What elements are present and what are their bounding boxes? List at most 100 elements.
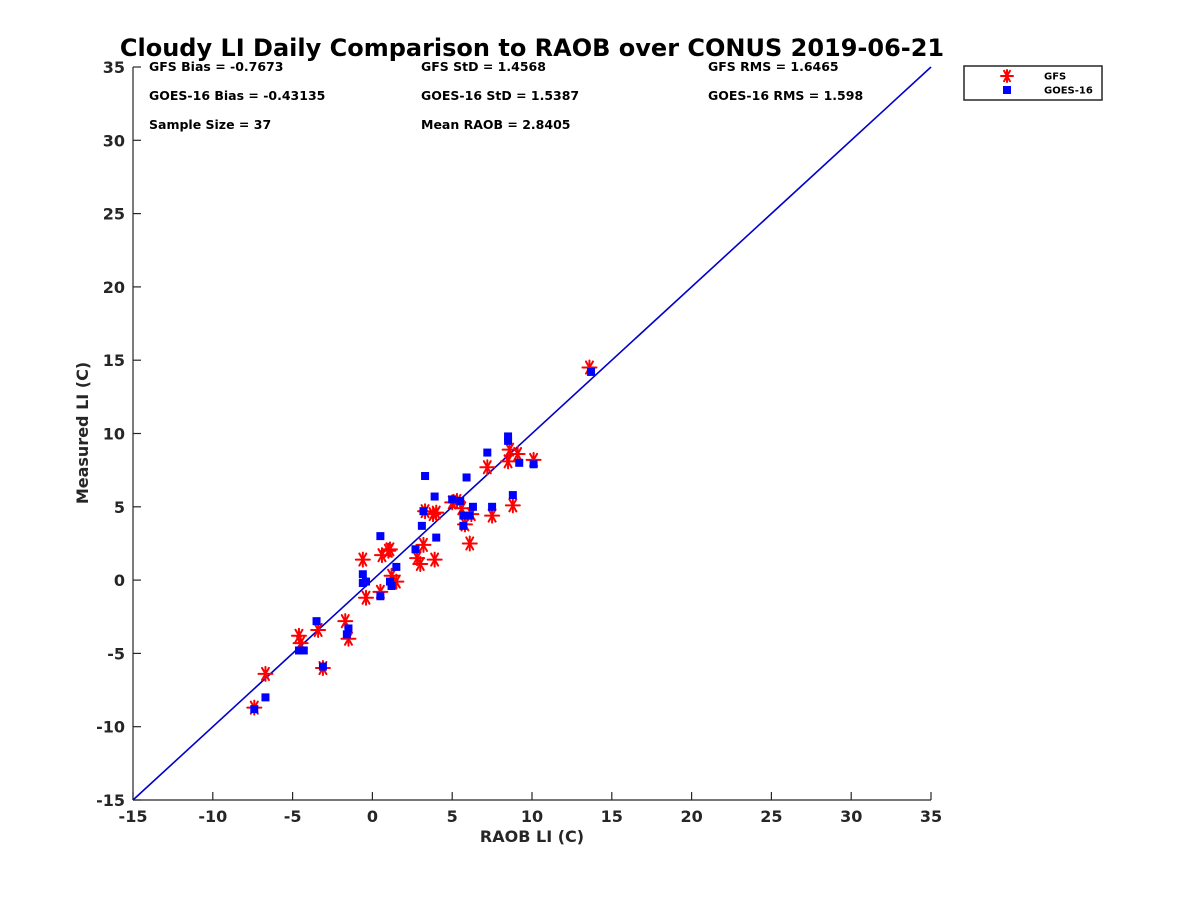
goes-16-point xyxy=(456,496,465,505)
goes-16-point xyxy=(459,511,468,520)
stat-annotation: GFS StD = 1.4568 xyxy=(421,59,546,74)
gfs-point xyxy=(428,504,445,521)
goes-16-point xyxy=(508,491,517,500)
goes-16-point xyxy=(376,592,385,601)
y-tick-label: 20 xyxy=(103,278,125,297)
gfs-point xyxy=(501,441,518,458)
goes-16-point xyxy=(344,624,353,633)
goes-16-point xyxy=(504,432,513,441)
goes-16-point xyxy=(261,693,270,702)
x-tick-label: -10 xyxy=(198,807,227,826)
legend-goes-16-label: GOES-16 xyxy=(1044,86,1093,97)
gfs-point xyxy=(461,535,478,552)
legend-gfs-marker xyxy=(1000,69,1014,83)
x-tick-label: -5 xyxy=(284,807,302,826)
goes-16-point xyxy=(411,545,420,554)
gfs-point xyxy=(509,446,526,463)
y-tick-label: 5 xyxy=(114,498,125,517)
gfs-point xyxy=(426,551,443,568)
gfs-point xyxy=(484,507,501,524)
goes-16-point xyxy=(419,507,428,516)
gfs-point xyxy=(354,551,371,568)
y-tick-label: -10 xyxy=(96,718,125,737)
legend-box xyxy=(963,65,1103,101)
goes-16-point xyxy=(294,646,303,655)
chart-title: Cloudy LI Daily Comparison to RAOB over … xyxy=(120,34,944,62)
data-points xyxy=(246,359,598,716)
statistics-annotations: GFS Bias = -0.7673 GFS StD = 1.4568 GFS RM… xyxy=(149,59,863,132)
goes-16-point xyxy=(587,367,596,376)
goes-16-point xyxy=(448,495,457,504)
goes-16-point xyxy=(432,533,441,542)
y-tick-label: 10 xyxy=(103,425,125,444)
gfs-point xyxy=(257,665,274,682)
goes-16-point xyxy=(250,705,259,714)
goes-16-point xyxy=(387,581,396,590)
x-tick-label: 5 xyxy=(447,807,458,826)
goes-16-point xyxy=(459,521,468,530)
goes-16-point xyxy=(421,472,430,481)
x-tick-label: 15 xyxy=(601,807,623,826)
goes-16-point xyxy=(430,492,439,501)
x-tick-label: 20 xyxy=(680,807,702,826)
goes-16-point xyxy=(376,532,385,541)
goes-16-point xyxy=(515,458,524,467)
stat-annotation: GFS RMS = 1.6465 xyxy=(708,59,839,74)
goes-16-point xyxy=(385,577,394,586)
y-axis-ticks: -15 -10 -5 0 5 10 15 20 25 30 35 xyxy=(96,58,141,810)
goes-16-point xyxy=(299,646,308,655)
goes-16-point xyxy=(392,562,401,571)
gfs-point xyxy=(381,541,398,558)
y-tick-label: 15 xyxy=(103,351,125,370)
one-to-one-line xyxy=(132,66,932,801)
x-tick-label: 35 xyxy=(920,807,942,826)
x-axis-label: RAOB LI (C) xyxy=(480,827,584,846)
goes-16-point xyxy=(318,662,327,671)
goes-16-point xyxy=(358,570,367,579)
goes-16-point xyxy=(468,502,477,511)
stat-annotation: Sample Size = 37 xyxy=(149,117,271,132)
y-axis-label: Measured LI (C) xyxy=(73,362,92,504)
y-tick-label: 25 xyxy=(103,205,125,224)
goes-16-point xyxy=(342,630,351,639)
goes-16-point xyxy=(417,521,426,530)
gfs-point xyxy=(504,497,521,514)
goes-16-point xyxy=(488,502,497,511)
x-tick-label: 30 xyxy=(840,807,862,826)
stat-annotation: GOES-16 StD = 1.5387 xyxy=(421,88,579,103)
x-tick-label: -15 xyxy=(119,807,148,826)
y-tick-label: -5 xyxy=(107,644,125,663)
gfs-point xyxy=(358,589,375,606)
stat-annotation: GFS Bias = -0.7673 xyxy=(149,59,283,74)
stat-annotation: Mean RAOB = 2.8405 xyxy=(421,117,570,132)
stat-annotation: GOES-16 Bias = -0.43135 xyxy=(149,88,325,103)
goes-16-series xyxy=(250,367,596,714)
gfs-series xyxy=(246,359,598,716)
stat-annotation: GOES-16 RMS = 1.598 xyxy=(708,88,863,103)
gfs-point xyxy=(500,453,517,470)
legend: GFS GOES-16 xyxy=(963,65,1103,101)
goes-16-point xyxy=(462,473,471,482)
goes-16-point xyxy=(312,617,321,626)
y-tick-label: 30 xyxy=(103,131,125,150)
reference-line xyxy=(132,66,932,801)
x-tick-label: 25 xyxy=(760,807,782,826)
x-axis-ticks: -15 -10 -5 0 5 10 15 20 25 30 35 xyxy=(119,792,942,826)
y-tick-label: -15 xyxy=(96,791,125,810)
y-tick-label: 35 xyxy=(103,58,125,77)
y-tick-label: 0 xyxy=(114,571,125,590)
gfs-point xyxy=(412,555,429,572)
legend-gfs-label: GFS xyxy=(1044,72,1066,83)
goes-16-point xyxy=(362,577,371,586)
goes-16-point xyxy=(465,511,474,520)
goes-16-point xyxy=(483,448,492,457)
goes-16-point xyxy=(529,460,538,469)
gfs-point xyxy=(479,459,496,476)
gfs-point xyxy=(310,621,327,638)
goes-16-point xyxy=(504,436,513,445)
x-tick-label: 0 xyxy=(367,807,378,826)
x-tick-label: 10 xyxy=(521,807,543,826)
gfs-point xyxy=(415,536,432,553)
legend-goes-16-marker xyxy=(1003,86,1011,94)
